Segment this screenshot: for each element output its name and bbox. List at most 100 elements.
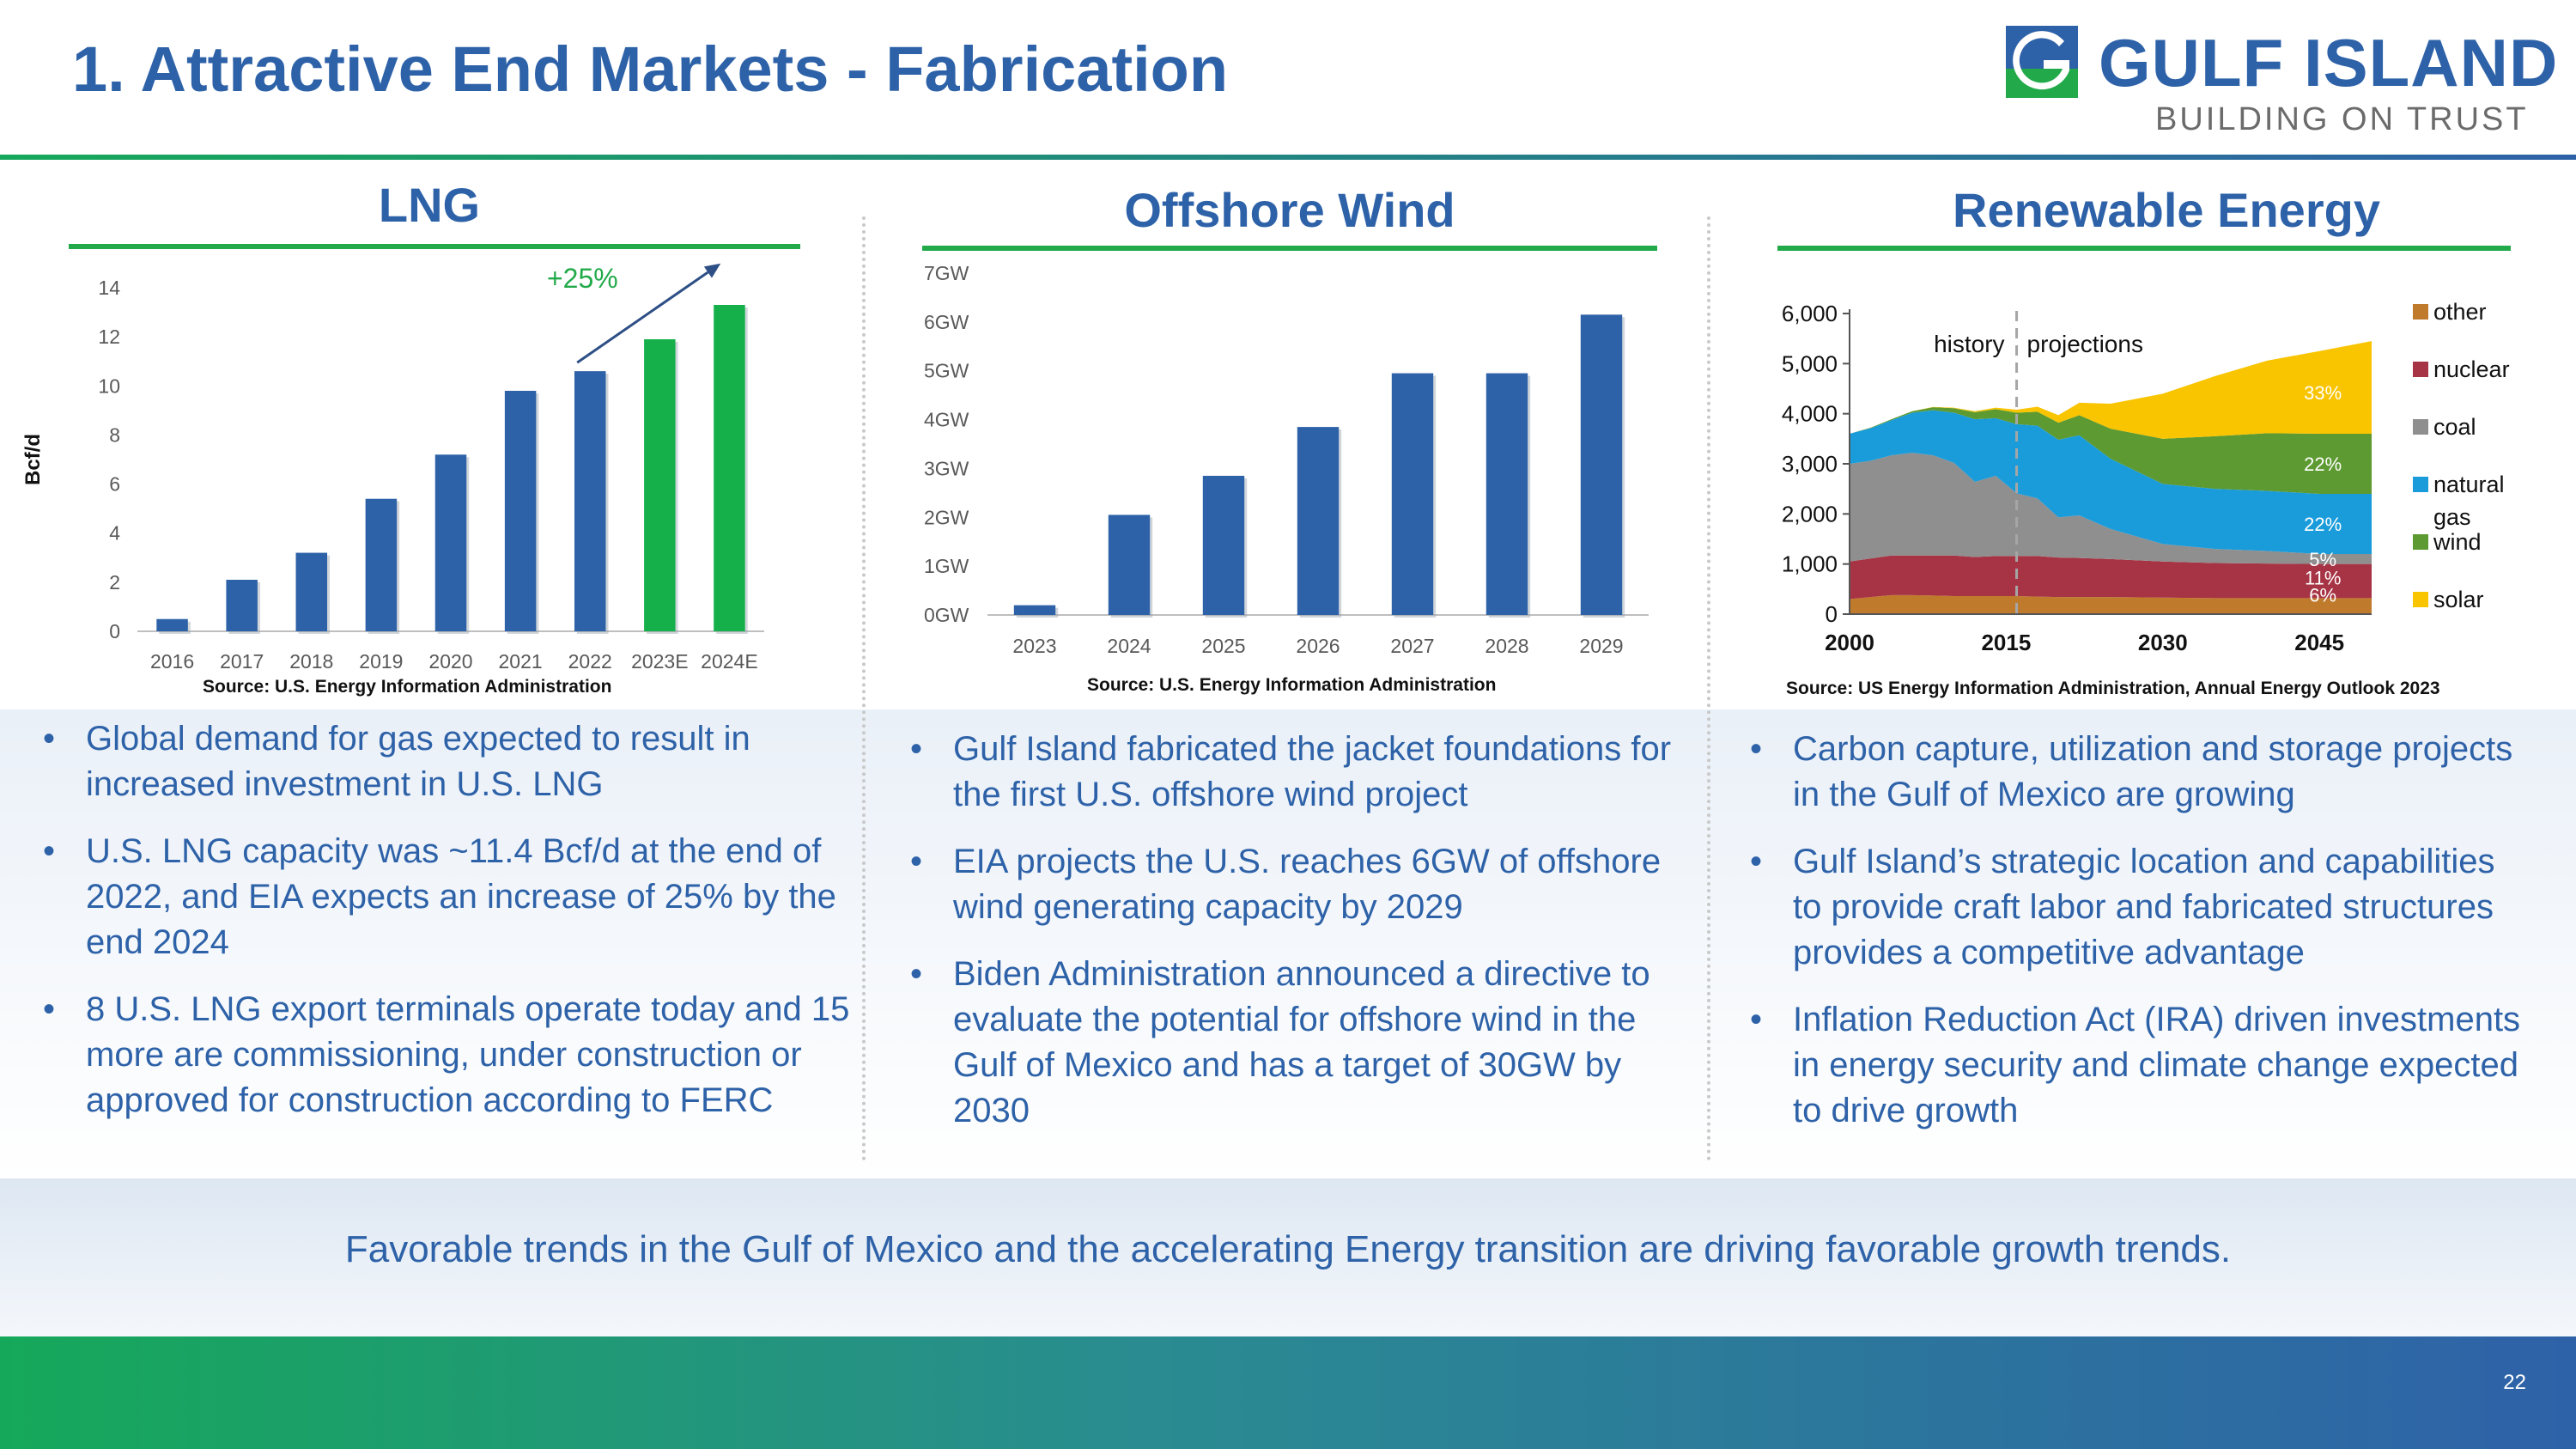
bar-2024E bbox=[714, 305, 745, 631]
header-divider bbox=[0, 155, 2576, 160]
bar-2023E bbox=[644, 339, 676, 631]
y-tick-label: 3,000 bbox=[1782, 451, 1838, 477]
share-label-solar: 33% bbox=[2304, 382, 2342, 404]
projections-label: projections bbox=[2027, 331, 2143, 357]
section-rule-wind bbox=[922, 246, 1657, 251]
y-tick-label: 12 bbox=[98, 326, 120, 348]
area-other bbox=[1850, 594, 2372, 614]
x-tick-label: 2000 bbox=[1825, 630, 1874, 655]
x-tick-label: 2017 bbox=[220, 650, 264, 673]
source-note-renewable: Source: US Energy Information Administra… bbox=[1786, 679, 2440, 698]
wind-bar-chart: 0GW 1GW 2GW 3GW 4GW 5GW 6GW 7GW 2023 2024 2025 2026… bbox=[924, 262, 1649, 657]
renewable-area-chart: 0 1,000 2,000 3,000 4,000 5,000 6,000 2000 2015 2… bbox=[1782, 299, 2510, 655]
y-tick-label: 6,000 bbox=[1782, 301, 1838, 326]
y-tick-label: 2 bbox=[109, 571, 120, 594]
bar-2016 bbox=[156, 618, 188, 631]
list-item: Gulf Island fabricated the jacket founda… bbox=[910, 727, 1683, 818]
growth-annotation: +25% bbox=[547, 263, 618, 294]
list-item: Carbon capture, utilization and storage … bbox=[1750, 727, 2523, 818]
bar-2029 bbox=[1580, 314, 1623, 615]
source-note-lng: Source: U.S. Energy Information Administ… bbox=[203, 677, 612, 697]
list-item: Global demand for gas expected to result… bbox=[43, 716, 854, 807]
x-tick-label: 2023E bbox=[631, 650, 689, 673]
page-number: 22 bbox=[2503, 1371, 2526, 1394]
y-tick-label: 4GW bbox=[924, 409, 969, 431]
y-tick-label: 5,000 bbox=[1782, 350, 1838, 376]
growth-arrow-head bbox=[703, 263, 721, 278]
x-tick-label: 2023 bbox=[1012, 635, 1056, 657]
page-title: 1. Attractive End Markets - Fabrication bbox=[72, 33, 1229, 105]
section-title-wind: Offshore Wind bbox=[1124, 183, 1455, 237]
logo-tagline: BUILDING ON TRUST bbox=[2155, 101, 2529, 137]
y-tick-label: 8 bbox=[109, 423, 120, 446]
bar-2018 bbox=[295, 552, 328, 631]
y-tick-label: 0 bbox=[1826, 601, 1838, 627]
x-tick-label: 2019 bbox=[359, 650, 403, 673]
list-item: Biden Administration announced a directi… bbox=[910, 952, 1683, 1134]
bar-2023 bbox=[1013, 605, 1056, 615]
section-title-renewable: Renewable Energy bbox=[1953, 183, 2380, 237]
legend-label-wind: wind bbox=[2433, 529, 2482, 555]
y-tick-label: 1GW bbox=[924, 555, 969, 577]
legend-label-other: other bbox=[2433, 299, 2487, 325]
x-tick-label: 2024E bbox=[701, 650, 758, 673]
source-note-wind: Source: U.S. Energy Information Administ… bbox=[1087, 675, 1497, 695]
x-tick-label: 2024 bbox=[1107, 635, 1151, 657]
column-divider bbox=[862, 216, 866, 1161]
y-tick-label: 14 bbox=[98, 277, 120, 299]
y-tick-label: 6 bbox=[109, 473, 120, 496]
x-tick-label: 2045 bbox=[2294, 630, 2344, 655]
y-axis-label: Bcf/d bbox=[21, 434, 45, 485]
x-tick-label: 2018 bbox=[289, 650, 333, 673]
bar-2017 bbox=[226, 580, 258, 631]
legend-label-solar: solar bbox=[2433, 587, 2484, 612]
section-title-lng: LNG bbox=[378, 178, 481, 232]
x-tick-label: 2022 bbox=[568, 650, 612, 673]
list-item: U.S. LNG capacity was ~11.4 Bcf/d at the… bbox=[43, 829, 854, 965]
column-divider bbox=[1707, 216, 1710, 1161]
x-tick-label: 2028 bbox=[1485, 635, 1528, 657]
y-tick-label: 4 bbox=[109, 522, 120, 545]
x-tick-label: 2026 bbox=[1296, 635, 1340, 657]
lng-bar-chart: 0 2 4 6 8 10 12 14 Bcf/d 2016 2017 2018 2019 2020 2021… bbox=[21, 263, 764, 673]
bar-2020 bbox=[434, 454, 467, 631]
bullet-list-lng: Global demand for gas expected to result… bbox=[43, 716, 854, 1145]
share-label-wind: 22% bbox=[2304, 454, 2342, 475]
legend-swatch-natural-gas bbox=[2413, 477, 2428, 492]
list-item: EIA projects the U.S. reaches 6GW of off… bbox=[910, 839, 1683, 930]
x-tick-label: 2020 bbox=[428, 650, 472, 673]
legend-label-natural-gas: natural bbox=[2433, 472, 2505, 497]
legend-swatch-other bbox=[2413, 304, 2428, 320]
growth-arrow-line bbox=[576, 271, 709, 364]
y-tick-label: 2GW bbox=[924, 506, 969, 528]
x-tick-label: 2025 bbox=[1201, 635, 1245, 657]
y-tick-label: 10 bbox=[98, 374, 120, 397]
x-tick-label: 2015 bbox=[1981, 630, 2031, 655]
y-tick-label: 6GW bbox=[924, 311, 969, 333]
share-label-natural-gas: 22% bbox=[2304, 514, 2342, 535]
takeaway-band bbox=[0, 1178, 2576, 1336]
y-tick-label: 0 bbox=[109, 620, 120, 642]
gulf-island-g-logo-icon bbox=[2006, 26, 2078, 98]
y-tick-label: 4,000 bbox=[1782, 401, 1838, 427]
list-item: Gulf Island’s strategic location and cap… bbox=[1750, 839, 2523, 976]
takeaway-text: Favorable trends in the Gulf of Mexico a… bbox=[344, 1228, 2232, 1270]
section-rule-lng bbox=[69, 244, 800, 249]
x-tick-label: 2021 bbox=[499, 650, 543, 673]
list-item: 8 U.S. LNG export terminals operate toda… bbox=[43, 987, 854, 1123]
legend-label-natural-gas-line2: gas bbox=[2433, 504, 2471, 530]
section-rule-renewable bbox=[1777, 246, 2511, 251]
y-tick-label: 7GW bbox=[924, 262, 969, 284]
bar-2024 bbox=[1108, 514, 1151, 615]
legend-swatch-wind bbox=[2413, 534, 2428, 550]
y-tick-label: 2,000 bbox=[1782, 501, 1838, 527]
legend-swatch-nuclear bbox=[2413, 362, 2428, 377]
bar-2021 bbox=[504, 391, 537, 631]
bar-2022 bbox=[574, 371, 606, 631]
area-coal bbox=[1850, 453, 2372, 564]
x-tick-label: 2027 bbox=[1390, 635, 1434, 657]
footer-bar bbox=[0, 1336, 2576, 1449]
y-tick-label: 3GW bbox=[924, 457, 969, 479]
legend-swatch-coal bbox=[2413, 419, 2428, 435]
bar-2025 bbox=[1202, 475, 1245, 615]
